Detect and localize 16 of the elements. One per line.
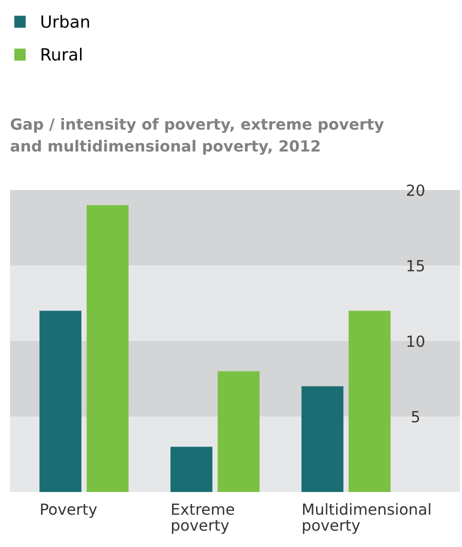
y-tick-label: 15 <box>408 260 424 272</box>
bar <box>218 371 260 492</box>
x-tick-label: Multidimensional poverty <box>302 503 430 534</box>
bar <box>86 205 129 492</box>
chart-title: Gap / intensity of poverty, extreme poverty and multidimensional poverty, 2012 <box>10 118 384 155</box>
legend-label: Rural <box>42 48 82 61</box>
y-tick-label: 20 <box>406 184 424 196</box>
bar <box>348 310 391 492</box>
bar <box>39 310 82 492</box>
legend-label: Urban <box>41 15 89 28</box>
x-tick-label: Poverty <box>41 504 97 518</box>
y-tick-label: 10 <box>408 335 424 348</box>
bar <box>301 386 344 492</box>
bar <box>170 446 212 492</box>
x-tick-label: Extreme poverty <box>172 504 234 534</box>
y-tick-label: 5 <box>412 411 420 423</box>
